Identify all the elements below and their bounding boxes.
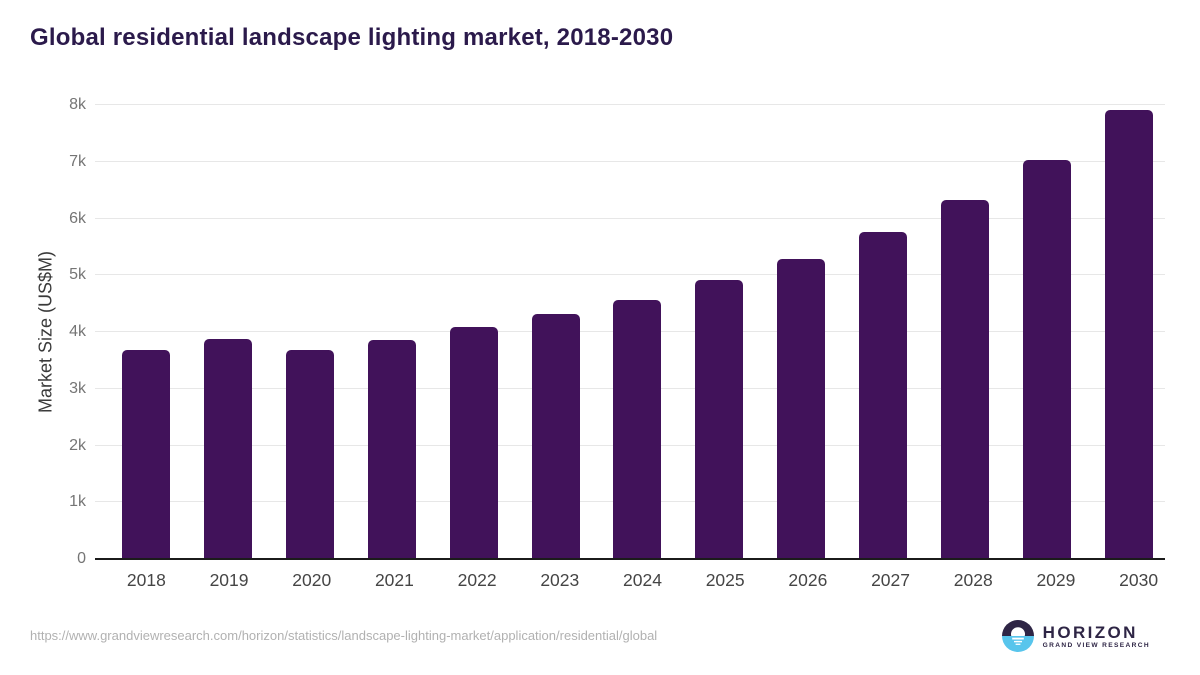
gridline (95, 274, 1165, 276)
x-tick-label: 2023 (540, 570, 580, 590)
brand-logo: HORIZON GRAND VIEW RESEARCH (1001, 620, 1150, 652)
bar-2029[interactable] (1023, 160, 1072, 559)
bar-slot (515, 105, 597, 559)
x-tick-label: 2030 (1119, 570, 1159, 590)
bar-slot (597, 105, 679, 559)
bar-slot (678, 105, 760, 559)
bar-series (105, 105, 1170, 559)
x-tick-label: 2024 (623, 570, 662, 590)
brand-logo-text: HORIZON GRAND VIEW RESEARCH (1043, 623, 1150, 650)
y-tick-label: 0 (77, 550, 86, 567)
bar-2024[interactable] (613, 299, 662, 559)
y-tick-label: 4k (69, 323, 86, 340)
gridline (95, 104, 1165, 105)
x-tick-label: 2018 (126, 570, 166, 590)
bar-slot (760, 105, 842, 559)
bar-2026[interactable] (777, 258, 826, 559)
x-axis-line (95, 558, 1165, 560)
y-tick-label: 7k (69, 152, 86, 170)
chart-title: Global residential landscape lighting ma… (30, 24, 674, 51)
plot-area (95, 104, 1165, 560)
x-tick-label: 2020 (292, 570, 332, 590)
y-tick-label: 1k (69, 493, 86, 511)
bar-2028[interactable] (941, 200, 990, 559)
bar-2025[interactable] (695, 279, 744, 559)
bar-slot (351, 105, 433, 559)
y-axis-tick-labels: 0 1k 2k 3k 4k 5k 6k 7k 8k (0, 96, 86, 567)
x-tick-label: 2028 (953, 570, 993, 590)
y-tick-label: 5k (69, 266, 86, 284)
x-tick-label: 2021 (374, 570, 414, 590)
source-url: https://www.grandviewresearch.com/horizo… (30, 628, 658, 643)
x-tick-label: 2022 (457, 570, 497, 590)
bar-2022[interactable] (449, 326, 498, 559)
x-tick-label: 2026 (788, 570, 828, 590)
gridline (95, 217, 1165, 219)
x-axis-tick-labels: 2018 2019 2020 2021 2022 2023 2024 2025 2026 2027… (105, 570, 1180, 591)
brand-subtitle: GRAND VIEW RESEARCH (1042, 641, 1150, 649)
bar-slot (269, 105, 351, 559)
x-tick-label: 2029 (1036, 570, 1076, 590)
horizon-sun-icon (1001, 620, 1034, 652)
bar-slot (1006, 105, 1088, 559)
brand-name: HORIZON (1042, 622, 1138, 642)
bar-slot (1088, 105, 1170, 559)
x-tick-label: 2019 (209, 570, 249, 590)
bar-2023[interactable] (531, 314, 580, 559)
y-tick-label: 3k (69, 379, 86, 397)
x-tick-label: 2027 (871, 570, 910, 590)
bar-2027[interactable] (859, 232, 908, 559)
bar-slot (924, 105, 1006, 559)
bar-slot (433, 105, 515, 559)
bar-2018[interactable] (121, 350, 170, 559)
bar-2021[interactable] (367, 339, 416, 559)
bar-slot (187, 105, 269, 559)
y-tick-label: 6k (69, 209, 86, 227)
bar-2030[interactable] (1105, 109, 1154, 559)
bar-slot (105, 105, 187, 559)
gridline (95, 160, 1165, 162)
y-tick-label: 2k (69, 436, 86, 454)
x-tick-label: 2025 (705, 570, 745, 590)
y-tick-label: 8k (69, 96, 86, 113)
bar-2019[interactable] (203, 338, 252, 559)
bar-2020[interactable] (285, 350, 334, 559)
bar-slot (842, 105, 924, 559)
